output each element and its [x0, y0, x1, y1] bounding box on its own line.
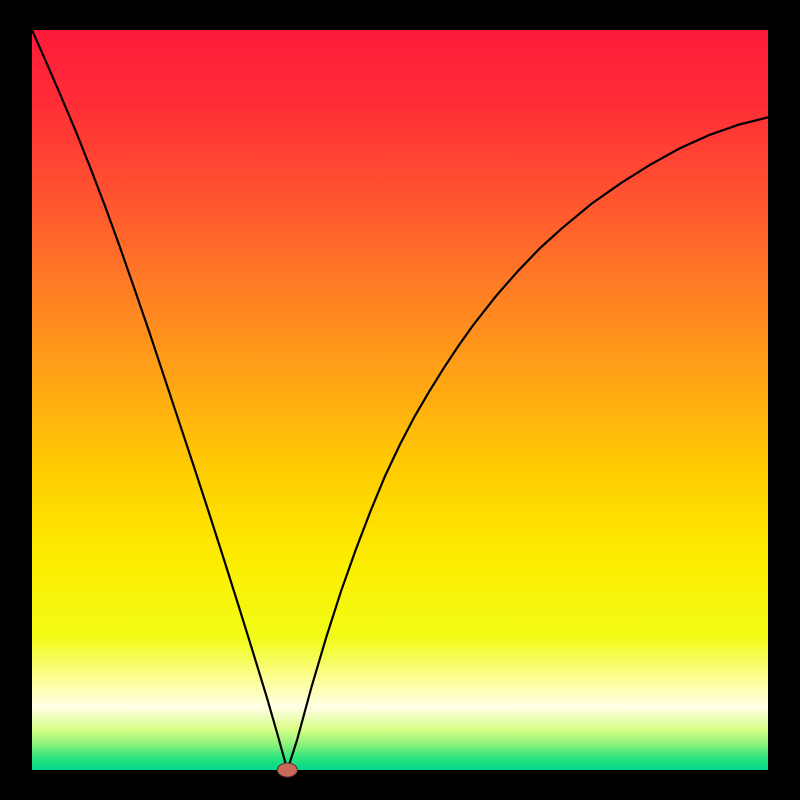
chart-gradient-bg: [32, 30, 768, 770]
chart-svg: [0, 0, 800, 800]
optimal-point-marker: [277, 763, 297, 777]
chart-root: TheBottlenecker.com: [0, 0, 800, 800]
